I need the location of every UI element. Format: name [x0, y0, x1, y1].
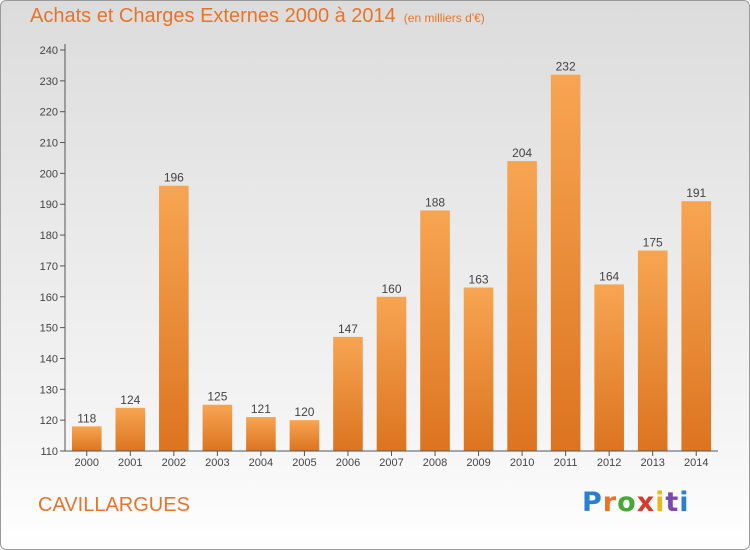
y-tick-label: 150: [40, 323, 58, 335]
bar-2002: [159, 185, 189, 451]
bar-2013: [637, 250, 668, 451]
x-tick-label: 2002: [162, 457, 186, 469]
bar-2014: [681, 201, 712, 451]
bar-2008: [420, 210, 450, 451]
bar-value-label: 188: [425, 195, 445, 209]
y-tick-label: 130: [40, 384, 58, 396]
logo-letter: o: [617, 487, 637, 518]
logo-letter: r: [602, 487, 618, 518]
bar-2005: [289, 420, 320, 451]
bar-value-label: 204: [512, 146, 532, 160]
y-tick-label: 210: [40, 138, 58, 150]
x-tick-label: 2003: [205, 457, 229, 469]
x-tick-label: 2000: [75, 457, 99, 469]
x-tick-label: 2014: [684, 457, 708, 469]
logo-letter: i: [655, 487, 666, 518]
bar-value-label: 124: [120, 393, 140, 407]
bar-value-label: 164: [599, 269, 619, 283]
x-tick-label: 2001: [118, 457, 142, 469]
commune-name: CAVILLARGUES: [38, 494, 190, 516]
y-tick-label: 140: [40, 353, 58, 365]
y-tick-label: 230: [40, 76, 58, 88]
bar-value-label: 191: [686, 186, 706, 200]
y-tick-label: 180: [40, 230, 58, 242]
y-tick-label: 110: [40, 446, 58, 458]
x-tick-label: 2010: [510, 457, 534, 469]
bar-2011: [550, 74, 581, 451]
bar-value-label: 120: [294, 405, 314, 419]
x-tick-label: 2007: [379, 457, 403, 469]
bar-value-label: 118: [77, 411, 96, 425]
x-tick-label: 2005: [292, 457, 316, 469]
bar-value-label: 147: [338, 322, 358, 336]
y-tick-label: 160: [40, 292, 58, 304]
bar-value-label: 163: [469, 273, 489, 287]
y-tick-label: 200: [40, 168, 58, 180]
bar-2004: [246, 417, 276, 451]
y-tick-label: 120: [40, 415, 58, 427]
bar-value-label: 232: [556, 60, 576, 74]
bar-2006: [333, 336, 363, 451]
logo-letter: P: [582, 487, 603, 518]
bar-value-label: 196: [164, 171, 184, 185]
bar-2010: [507, 161, 537, 452]
chart-title: Achats et Charges Externes 2000 à 2014 (e…: [30, 5, 485, 28]
bar-value-label: 121: [251, 402, 271, 416]
x-tick-label: 2006: [336, 457, 360, 469]
x-tick-label: 2009: [466, 457, 490, 469]
logo-letter: i: [679, 487, 690, 518]
x-tick-label: 2012: [597, 457, 621, 469]
logo-letter: x: [636, 487, 656, 518]
chart-title-text: Achats et Charges Externes 2000 à 2014: [30, 5, 396, 27]
y-tick-label: 190: [40, 199, 58, 211]
bar-2000: [71, 426, 102, 451]
chart-subtitle: (en milliers d'€): [403, 11, 485, 25]
bar-value-label: 175: [643, 236, 663, 250]
bar-value-label: 160: [381, 282, 401, 296]
bar-2003: [202, 404, 233, 451]
bar-2007: [376, 296, 407, 451]
x-tick-label: 2011: [554, 457, 578, 469]
bar-value-label: 125: [207, 390, 227, 404]
x-tick-label: 2013: [640, 457, 664, 469]
y-tick-label: 220: [40, 107, 58, 119]
bar-2012: [594, 284, 624, 451]
proxiti-logo: Proxiti: [582, 487, 690, 518]
logo-letter: t: [665, 487, 680, 518]
bar-2001: [115, 407, 146, 451]
y-tick-label: 240: [40, 45, 58, 57]
bar-2009: [463, 287, 494, 451]
x-tick-label: 2008: [423, 457, 447, 469]
x-tick-label: 2004: [249, 457, 273, 469]
y-tick-label: 170: [40, 261, 58, 273]
